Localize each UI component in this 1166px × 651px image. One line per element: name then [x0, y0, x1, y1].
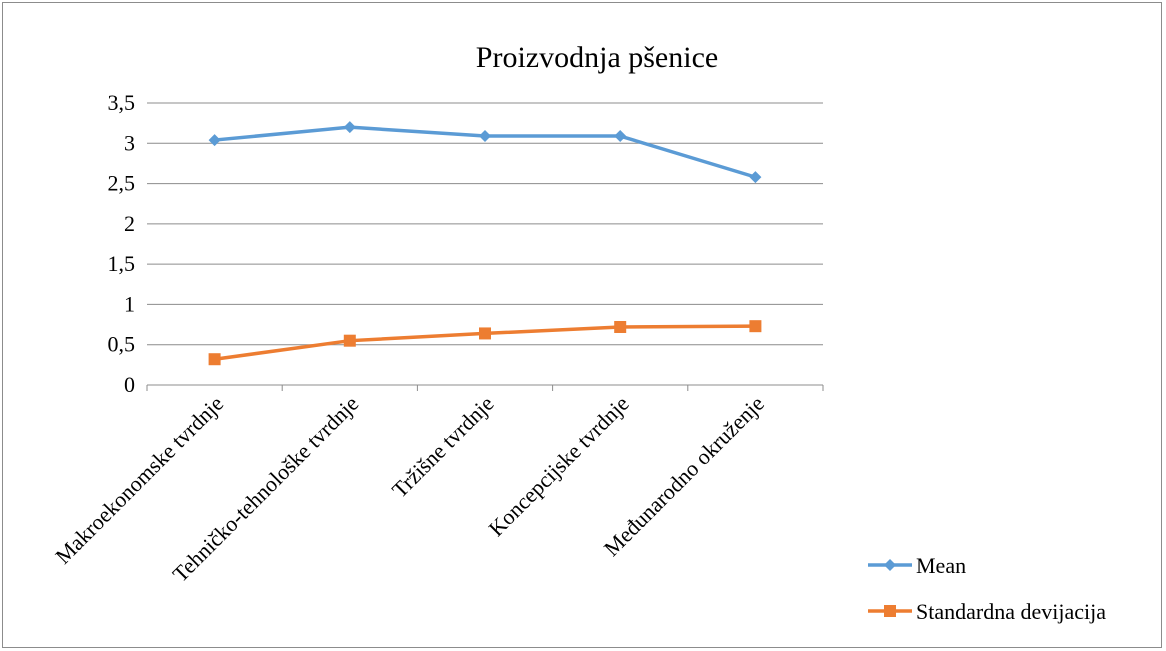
legend-marker-diamond [884, 559, 896, 571]
y-tick-label: 3 [124, 130, 135, 155]
x-tick-label: Tržišne tvrdnje [387, 391, 499, 503]
y-tick-label: 0,5 [108, 332, 136, 357]
legend: Mean Standardna devijacija [868, 553, 1106, 624]
data-point-standardna-devijacija [479, 327, 491, 340]
y-tick-label: 1,5 [108, 251, 136, 276]
chart-title: Proizvodnja pšenice [476, 41, 718, 74]
data-point-mean [614, 130, 627, 143]
y-tick-label: 2 [124, 211, 135, 236]
data-point-mean [208, 134, 221, 147]
data-point-standardna-devijacija [749, 320, 762, 333]
gridlines [147, 102, 823, 346]
x-axis-tick-labels: Makroekonomske tvrdnjeTehničko-tehnološk… [50, 391, 769, 587]
data-point-mean [479, 130, 491, 143]
y-tick-label: 0 [124, 372, 135, 397]
data-point-standardna-devijacija [208, 353, 221, 366]
y-tick-label: 2,5 [108, 171, 136, 196]
x-tick-label: Koncepcijske tvrdnje [483, 391, 633, 541]
series-group [208, 121, 762, 366]
data-point-standardna-devijacija [343, 334, 356, 347]
axes [146, 384, 824, 391]
y-tick-label: 3,5 [108, 90, 136, 115]
legend-label-standardna-devijacija: Standardna devijacija [916, 599, 1106, 624]
y-tick-label: 1 [124, 291, 135, 316]
legend-label-mean: Mean [916, 553, 966, 578]
data-point-standardna-devijacija [614, 320, 627, 333]
data-point-mean [343, 121, 356, 134]
y-axis-tick-labels: 0 0,5 1 1,5 2 2,5 3 3,5 [108, 90, 136, 397]
data-point-mean [749, 171, 762, 184]
legend-marker-square [884, 605, 896, 617]
